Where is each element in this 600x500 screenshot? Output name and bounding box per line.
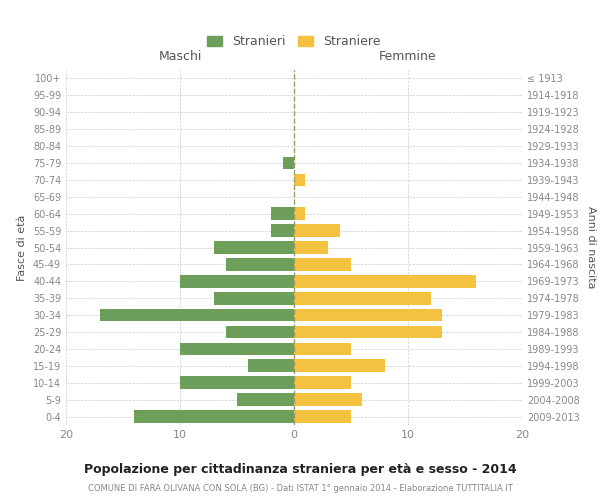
Bar [294, 258, 351, 270]
Bar [134, 410, 294, 423]
Bar [294, 410, 351, 423]
Bar [214, 241, 294, 254]
Bar [294, 208, 305, 220]
Legend: Stranieri, Straniere: Stranieri, Straniere [202, 30, 386, 53]
Bar [100, 309, 294, 322]
Bar [248, 360, 294, 372]
Bar [294, 275, 476, 287]
Bar [294, 342, 351, 355]
Bar [226, 326, 294, 338]
Bar [294, 292, 431, 304]
Bar [237, 394, 294, 406]
Bar [180, 342, 294, 355]
Bar [294, 174, 305, 186]
Bar [226, 258, 294, 270]
Text: Femmine: Femmine [379, 50, 437, 63]
Bar [180, 275, 294, 287]
Text: Popolazione per cittadinanza straniera per età e sesso - 2014: Popolazione per cittadinanza straniera p… [83, 462, 517, 475]
Bar [294, 326, 442, 338]
Bar [294, 224, 340, 237]
Bar [294, 394, 362, 406]
Text: Maschi: Maschi [158, 50, 202, 63]
Bar [271, 208, 294, 220]
Y-axis label: Fasce di età: Fasce di età [17, 214, 27, 280]
Bar [214, 292, 294, 304]
Bar [294, 376, 351, 389]
Bar [294, 360, 385, 372]
Bar [180, 376, 294, 389]
Bar [294, 241, 328, 254]
Y-axis label: Anni di nascita: Anni di nascita [586, 206, 596, 289]
Bar [271, 224, 294, 237]
Text: COMUNE DI FARA OLIVANA CON SOLA (BG) - Dati ISTAT 1° gennaio 2014 - Elaborazione: COMUNE DI FARA OLIVANA CON SOLA (BG) - D… [88, 484, 512, 493]
Bar [294, 309, 442, 322]
Bar [283, 156, 294, 170]
